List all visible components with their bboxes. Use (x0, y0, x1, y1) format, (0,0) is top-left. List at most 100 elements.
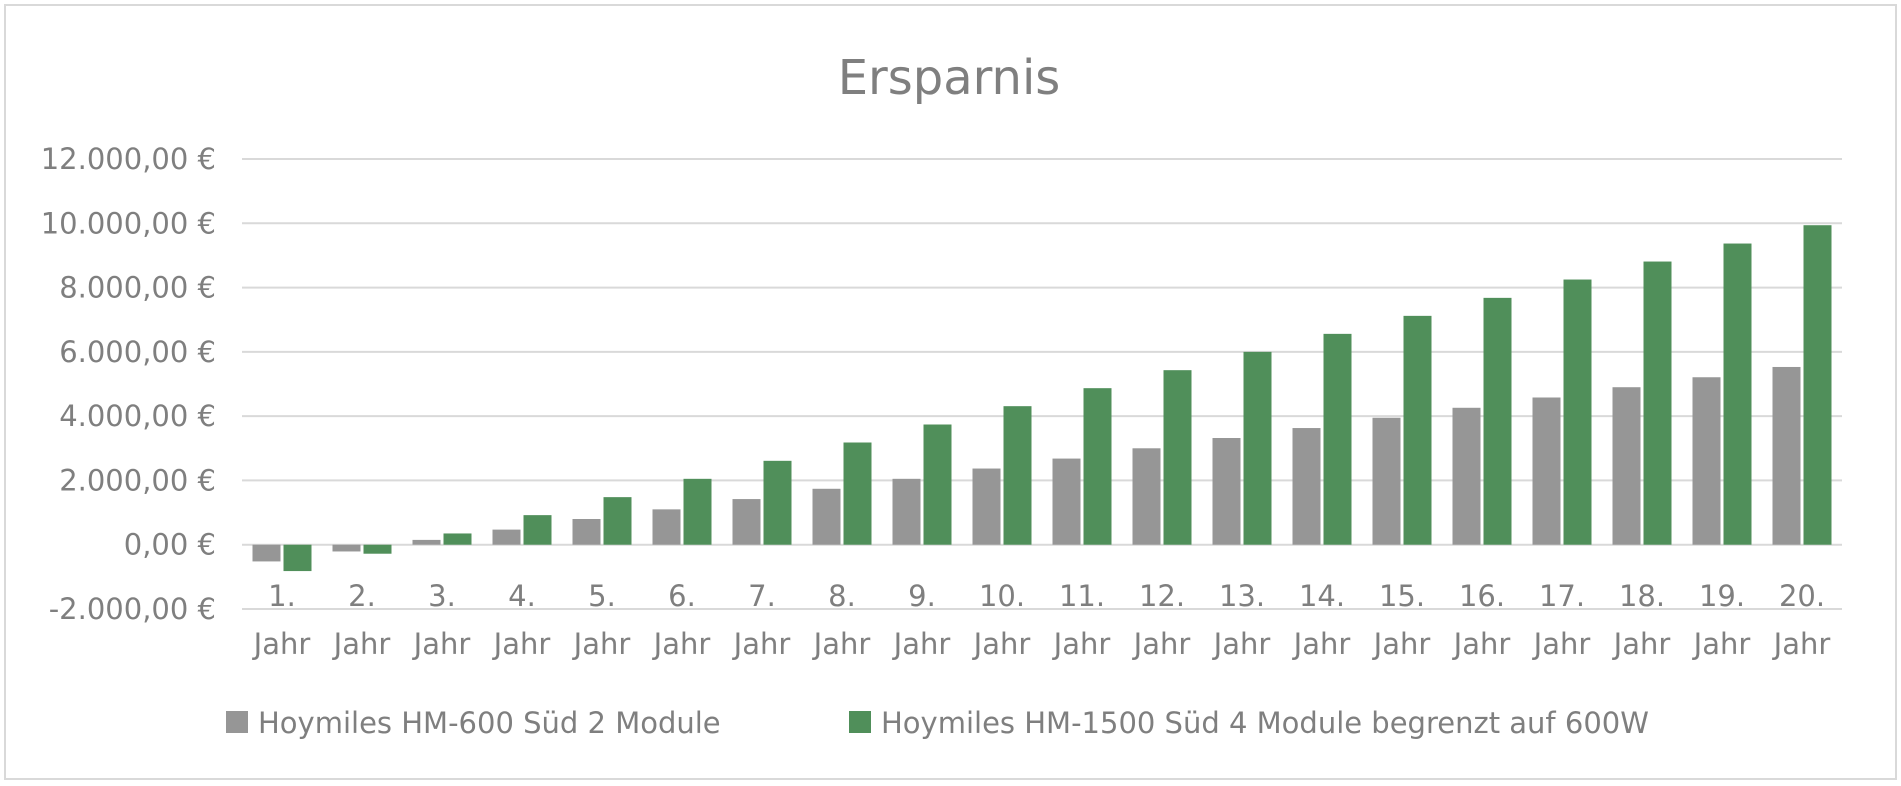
bar (1003, 406, 1032, 545)
x-tick-label: Jahr (652, 627, 711, 661)
bar (1723, 243, 1752, 545)
bar (443, 533, 472, 545)
bar (1532, 397, 1561, 545)
bar (1772, 366, 1801, 545)
bar (1212, 438, 1241, 545)
bar (252, 544, 281, 562)
bar (843, 442, 872, 545)
x-tick-label: 17. (1539, 579, 1585, 613)
x-tick-label: Jahr (892, 627, 951, 661)
bar (1292, 428, 1321, 545)
bar (363, 544, 392, 554)
bar (683, 478, 712, 545)
x-tick-label: 7. (748, 579, 776, 613)
bar (1403, 315, 1432, 545)
legend-label: Hoymiles HM-600 Süd 2 Module (258, 706, 721, 740)
x-tick-label: 14. (1299, 579, 1345, 613)
x-tick-label: Jahr (332, 627, 391, 661)
x-tick-label: Jahr (252, 627, 311, 661)
bar (1643, 261, 1672, 545)
y-tick-label: 4.000,00 € (59, 399, 216, 433)
x-tick-label: 5. (588, 579, 616, 613)
x-tick-label: 19. (1699, 579, 1745, 613)
x-tick-label: 8. (828, 579, 856, 613)
x-tick-label: Jahr (1052, 627, 1111, 661)
bar (1483, 297, 1512, 545)
x-tick-label: 12. (1139, 579, 1185, 613)
y-axis-tick-labels: -2.000,00 € 0,00 € 2.000,00 € 4.000,00 € 6.0… (41, 142, 216, 626)
bar (412, 539, 441, 545)
bars (252, 225, 1832, 572)
x-tick-label: Jahr (572, 627, 631, 661)
x-tick-label: Jahr (1212, 627, 1271, 661)
bar (1083, 388, 1112, 545)
x-tick-label: Jahr (1692, 627, 1751, 661)
x-tick-label: Jahr (1132, 627, 1191, 661)
y-tick-label: 12.000,00 € (41, 142, 216, 176)
bar (283, 544, 312, 572)
chart-title: Ersparnis (838, 50, 1061, 106)
x-tick-label: 16. (1459, 579, 1505, 613)
x-tick-label: 3. (428, 579, 456, 613)
bar (1163, 370, 1192, 545)
bar (1052, 458, 1081, 545)
x-tick-label: 20. (1779, 579, 1825, 613)
x-tick-label: Jahr (412, 627, 471, 661)
x-tick-label: Jahr (812, 627, 871, 661)
bar (1563, 279, 1592, 545)
bar (1243, 351, 1272, 545)
x-tick-label: 9. (908, 579, 936, 613)
legend: Hoymiles HM-600 Süd 2 Module Hoymiles HM-… (226, 706, 1649, 740)
y-tick-label: 8.000,00 € (59, 271, 216, 305)
y-tick-label: 0,00 € (124, 528, 216, 562)
x-tick-label: Jahr (1612, 627, 1671, 661)
bar (1323, 333, 1352, 545)
legend-label: Hoymiles HM-1500 Süd 4 Module begrenzt a… (881, 706, 1649, 740)
legend-swatch (226, 711, 248, 733)
bar (492, 529, 521, 545)
bar (732, 499, 761, 545)
bar (923, 424, 952, 545)
bar (572, 519, 601, 545)
bar (1692, 377, 1721, 545)
x-tick-label: Jahr (972, 627, 1031, 661)
x-axis-tick-labels: 1. Jahr 2. Jahr 3. Jahr 4. Jahr 5. Jahr 6. Jahr 7. Ja… (252, 579, 1831, 661)
bar (523, 515, 552, 545)
bar (332, 544, 361, 552)
x-tick-label: Jahr (1372, 627, 1431, 661)
gridlines (242, 158, 1842, 610)
x-tick-label: Jahr (1532, 627, 1591, 661)
x-tick-label: Jahr (1452, 627, 1511, 661)
bar (812, 488, 841, 545)
x-tick-label: Jahr (1292, 627, 1351, 661)
x-tick-label: 11. (1059, 579, 1105, 613)
x-tick-label: 4. (508, 579, 536, 613)
y-tick-label: 10.000,00 € (41, 206, 216, 240)
x-tick-label: 10. (979, 579, 1025, 613)
x-tick-label: 15. (1379, 579, 1425, 613)
x-tick-label: 1. (268, 579, 296, 613)
x-tick-label: 2. (348, 579, 376, 613)
bar (652, 509, 681, 545)
bar (892, 478, 921, 545)
x-tick-label: 18. (1619, 579, 1665, 613)
legend-swatch (849, 711, 871, 733)
bar (972, 468, 1001, 545)
bar (1803, 225, 1832, 545)
y-tick-label: -2.000,00 € (49, 592, 216, 626)
x-tick-label: 6. (668, 579, 696, 613)
bar (603, 497, 632, 545)
bar (1452, 407, 1481, 545)
y-tick-label: 2.000,00 € (59, 463, 216, 497)
chart-frame: Ersparnis -2.000,00 € 0,00 € 2.000,00 € 4.0… (4, 4, 1897, 780)
y-tick-label: 6.000,00 € (59, 335, 216, 369)
bar (1372, 417, 1401, 545)
bar (763, 460, 792, 545)
bar (1612, 387, 1641, 545)
chart-canvas: Ersparnis -2.000,00 € 0,00 € 2.000,00 € 4.0… (41, 50, 1842, 740)
x-tick-label: Jahr (732, 627, 791, 661)
x-tick-label: Jahr (492, 627, 551, 661)
x-tick-label: 13. (1219, 579, 1265, 613)
bar (1132, 448, 1161, 545)
x-tick-label: Jahr (1772, 627, 1831, 661)
